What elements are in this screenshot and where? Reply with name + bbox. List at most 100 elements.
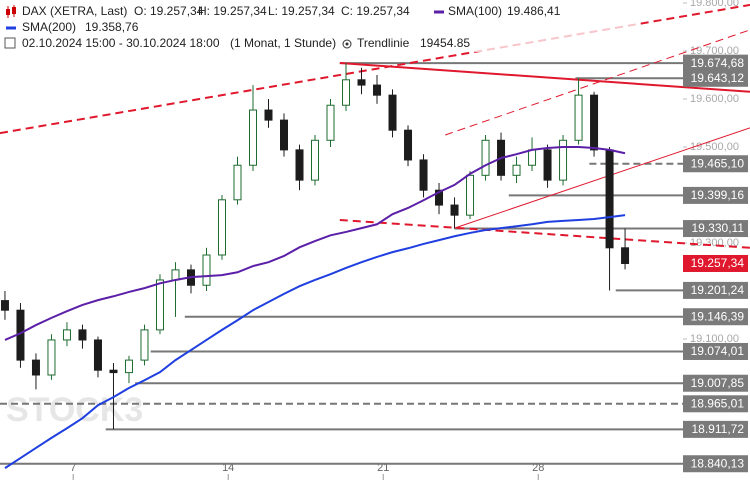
resolution-label: (1 Monat, 1 Stunde) <box>230 36 336 50</box>
candle-body <box>155 279 164 331</box>
candle-body <box>574 94 583 141</box>
icon-body <box>6 9 10 15</box>
level-label: 18.965,01 <box>691 396 745 410</box>
sma-line <box>4 214 626 469</box>
level-label-box <box>683 395 748 413</box>
legend-layer: DAX (XETRA, Last) O: 19.257,34 H: 19.257… <box>0 0 640 52</box>
icon-body <box>12 7 16 14</box>
level-label: 19.465,10 <box>691 156 745 170</box>
candle-body <box>528 149 537 166</box>
candle-body <box>621 247 630 264</box>
trendline <box>339 62 750 93</box>
candle-body <box>373 84 382 96</box>
candle-body <box>559 139 568 181</box>
x-tick-label: 14 <box>222 462 234 474</box>
level-label-box <box>683 455 748 473</box>
candle-body <box>466 174 475 216</box>
candle-body <box>31 359 40 376</box>
level-label-box <box>683 420 748 438</box>
level-label: 19.674,68 <box>691 56 745 70</box>
level-label-box <box>683 308 748 326</box>
level-label-box <box>683 374 748 392</box>
ohlc-label: O: 19.257,34 <box>134 4 204 18</box>
y-tick-label: 19.600,00 <box>690 93 739 105</box>
level-label: 19.399,16 <box>691 188 745 202</box>
candle-body <box>342 79 351 106</box>
target-icon <box>342 39 352 49</box>
candle-body <box>388 94 397 131</box>
candle-body <box>481 139 490 176</box>
candle-body <box>311 139 320 181</box>
candle-icon <box>6 5 16 18</box>
candle-body <box>590 94 599 151</box>
level-label: 19.007,85 <box>691 376 745 390</box>
legend-label: SMA(100) <box>448 4 502 18</box>
ohlc-label: C: 19.257,34 <box>341 4 410 18</box>
calendar-icon <box>4 37 16 49</box>
legend-value: 19.358,76 <box>85 20 139 34</box>
y-tick-label: 19.700,00 <box>690 45 739 57</box>
level-label: 19.146,39 <box>691 309 745 323</box>
y-tick-label: 19.300,00 <box>690 237 739 249</box>
candle-body <box>109 369 118 374</box>
candle-body <box>140 329 149 361</box>
trendline <box>454 127 750 229</box>
level-label: 18.840,13 <box>691 456 745 470</box>
level-label: 19.643,12 <box>691 71 745 85</box>
candle-body <box>605 149 614 249</box>
level-label: 19.074,01 <box>691 344 745 358</box>
level-label: 19.201,24 <box>691 283 745 297</box>
level-label-box <box>683 54 748 72</box>
trendline <box>445 29 750 136</box>
trendline <box>0 3 750 135</box>
candle-body <box>171 269 180 281</box>
candle-body <box>264 109 273 121</box>
candle-body <box>404 129 413 161</box>
ohlc-label: L: 19.257,34 <box>268 4 335 18</box>
candle-body <box>93 339 102 371</box>
legend-label: SMA(200) <box>22 20 76 34</box>
trendline <box>339 218 750 249</box>
candle-body <box>47 339 56 376</box>
candle-body <box>78 329 87 341</box>
level-label-box <box>683 342 748 360</box>
level-label-box <box>683 281 748 299</box>
y-tick-label: 19.500,00 <box>690 141 739 153</box>
x-tick-label: 21 <box>377 462 389 474</box>
chart-title: DAX (XETRA, Last) <box>22 4 127 18</box>
candle-body <box>450 204 459 216</box>
candle-body <box>0 300 9 311</box>
trendline-value: 19454.85 <box>420 36 470 50</box>
candle-body <box>124 359 133 374</box>
candle-body <box>435 189 444 206</box>
candle-body <box>419 159 428 191</box>
level-label: 18.911,72 <box>692 422 745 436</box>
level-label-box <box>683 155 748 173</box>
x-tick-label: 7 <box>70 462 76 474</box>
level-label: 19.330,11 <box>692 221 745 235</box>
candle-body <box>217 199 226 256</box>
level-label-box <box>683 220 748 238</box>
level-label-box <box>683 254 748 272</box>
period-label: 02.10.2024 15:00 - 30.10.2024 18:00 <box>22 36 220 50</box>
candle-body <box>280 119 289 151</box>
candle-body <box>248 109 257 166</box>
ohlc-label: H: 19.257,34 <box>198 4 267 18</box>
candle-body <box>295 149 304 181</box>
candle-body <box>357 79 366 86</box>
candle-body <box>62 329 71 341</box>
sma-line <box>4 146 626 341</box>
candle-body <box>326 104 335 141</box>
level-label: 19.257,34 <box>691 256 745 270</box>
level-label-box <box>683 69 748 87</box>
legend-value: 19.486,41 <box>507 4 561 18</box>
candle-body <box>233 164 242 201</box>
trendline-label: Trendlinie <box>357 36 410 50</box>
legend-background <box>0 0 640 52</box>
candle-body <box>512 164 521 176</box>
candle-body <box>543 149 552 181</box>
target-icon-dot <box>345 42 349 46</box>
y-tick-label: 19.800,00 <box>690 0 739 9</box>
